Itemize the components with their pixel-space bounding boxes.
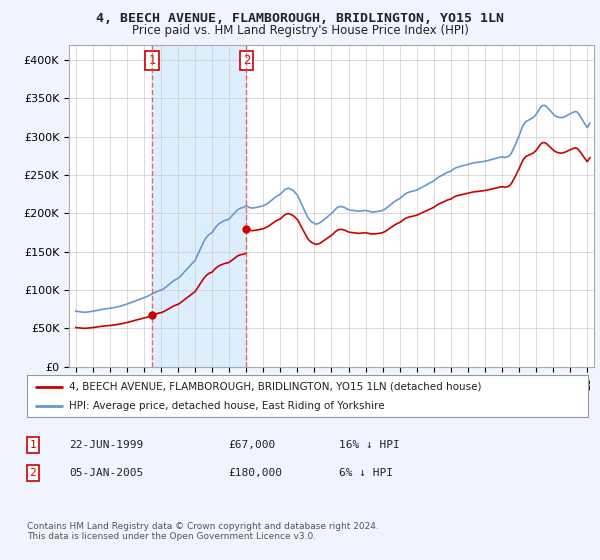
Text: 2: 2 bbox=[242, 54, 250, 67]
Text: 22-JUN-1999: 22-JUN-1999 bbox=[69, 440, 143, 450]
Text: £67,000: £67,000 bbox=[228, 440, 275, 450]
Text: 1: 1 bbox=[29, 440, 37, 450]
Bar bbox=[152, 45, 247, 367]
Text: 2: 2 bbox=[29, 468, 37, 478]
Text: 4, BEECH AVENUE, FLAMBOROUGH, BRIDLINGTON, YO15 1LN (detached house): 4, BEECH AVENUE, FLAMBOROUGH, BRIDLINGTO… bbox=[69, 381, 482, 391]
Text: £180,000: £180,000 bbox=[228, 468, 282, 478]
Text: 4, BEECH AVENUE, FLAMBOROUGH, BRIDLINGTON, YO15 1LN: 4, BEECH AVENUE, FLAMBOROUGH, BRIDLINGTO… bbox=[96, 12, 504, 25]
Text: 6% ↓ HPI: 6% ↓ HPI bbox=[339, 468, 393, 478]
Text: 1: 1 bbox=[148, 54, 156, 67]
Text: Contains HM Land Registry data © Crown copyright and database right 2024.
This d: Contains HM Land Registry data © Crown c… bbox=[27, 522, 379, 542]
Text: HPI: Average price, detached house, East Riding of Yorkshire: HPI: Average price, detached house, East… bbox=[69, 401, 385, 411]
Text: 16% ↓ HPI: 16% ↓ HPI bbox=[339, 440, 400, 450]
Text: Price paid vs. HM Land Registry's House Price Index (HPI): Price paid vs. HM Land Registry's House … bbox=[131, 24, 469, 36]
Text: 05-JAN-2005: 05-JAN-2005 bbox=[69, 468, 143, 478]
